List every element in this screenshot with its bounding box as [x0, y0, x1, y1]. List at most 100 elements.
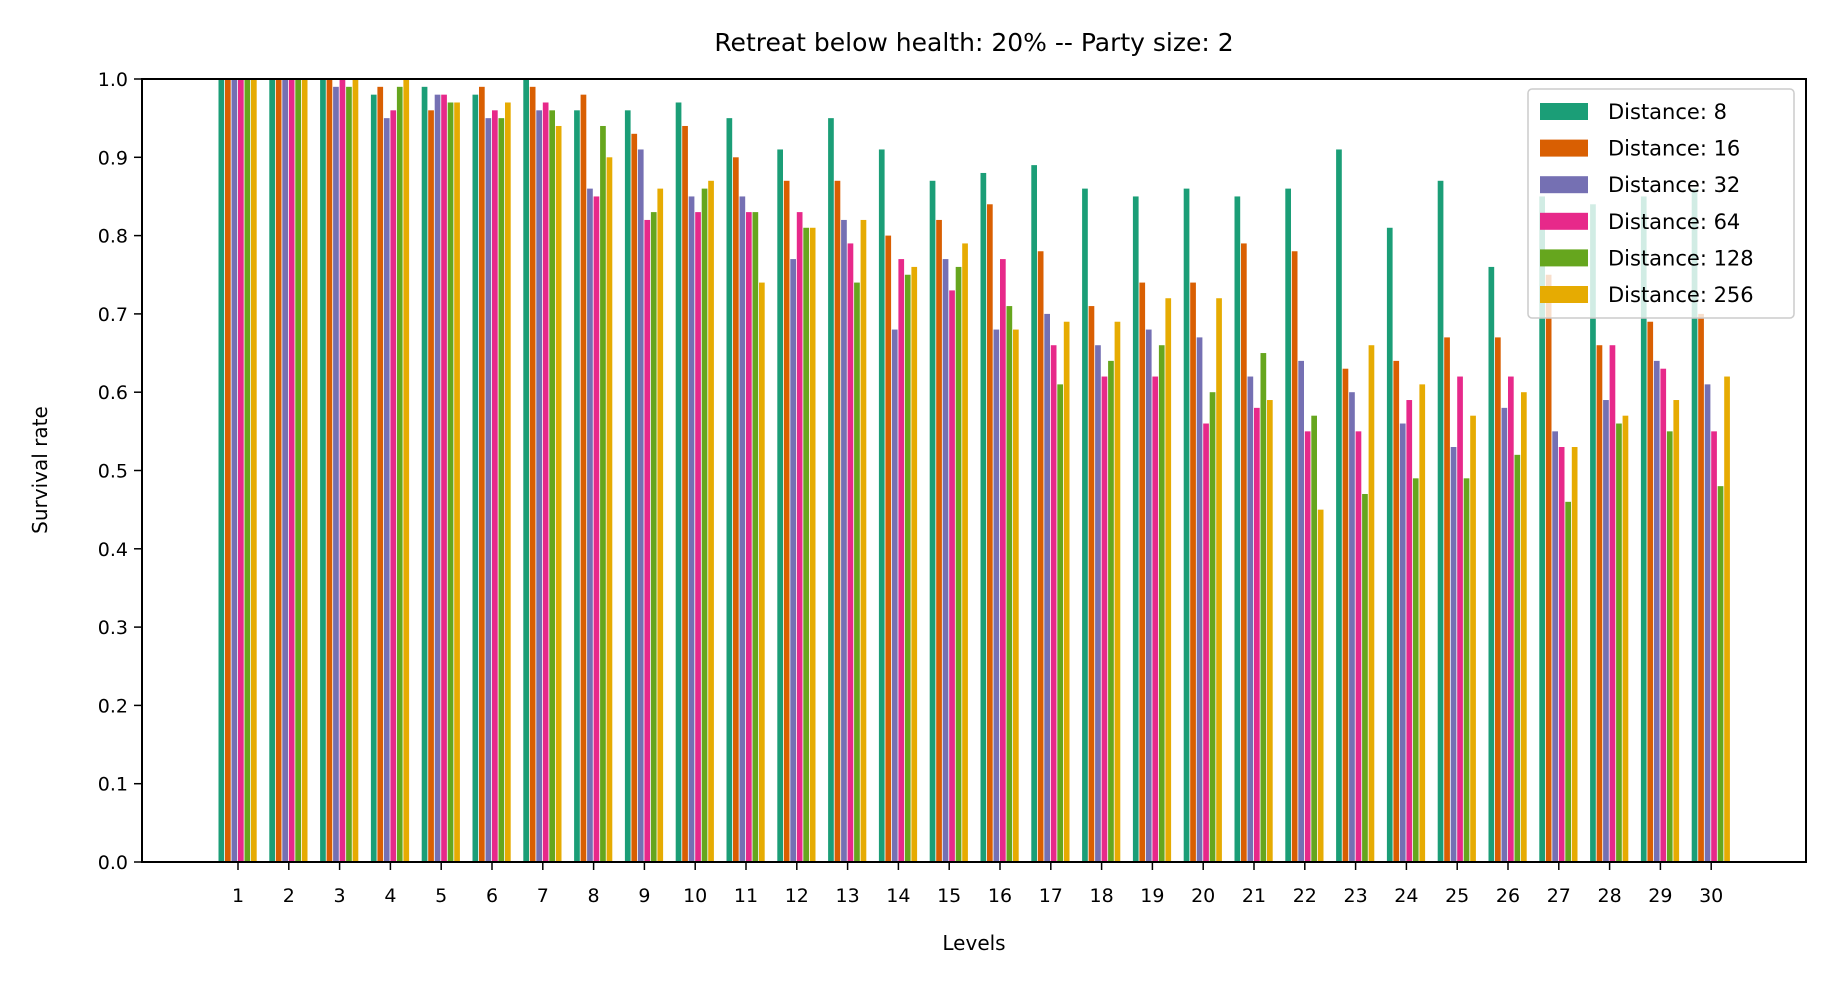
bar-9-series-2 [631, 133, 638, 862]
bar-22-series-4 [1304, 431, 1311, 862]
bar-18-series-2 [1088, 306, 1095, 862]
bar-4-series-6 [403, 79, 410, 862]
x-tick-label: 11 [734, 885, 758, 907]
bar-10-series-5 [701, 188, 708, 862]
bar-13-series-4 [847, 243, 854, 862]
bar-19-series-5 [1158, 345, 1165, 863]
bar-30-series-3 [1704, 384, 1711, 862]
x-tick-label: 28 [1598, 885, 1622, 907]
bar-9-series-5 [650, 212, 657, 863]
bar-30-series-2 [1698, 313, 1704, 862]
bar-20-series-6 [1216, 298, 1222, 862]
bar-11-series-5 [752, 212, 759, 863]
bar-14-series-4 [898, 259, 905, 863]
legend-swatch [1540, 286, 1588, 303]
bar-2-series-1 [269, 79, 275, 862]
bar-25-series-5 [1463, 478, 1470, 862]
bar-24-series-4 [1406, 400, 1413, 862]
bar-1-series-5 [244, 79, 251, 862]
bar-9-series-1 [624, 110, 631, 862]
bar-13-series-2 [834, 180, 841, 863]
bar-29-series-2 [1647, 321, 1654, 863]
bar-14-series-6 [911, 266, 918, 862]
bar-7-series-4 [542, 102, 549, 863]
bar-20-series-4 [1203, 423, 1209, 862]
bar-7-series-1 [523, 79, 529, 862]
x-tick-label: 6 [486, 885, 498, 907]
x-tick-label: 3 [334, 885, 346, 907]
bar-22-series-6 [1317, 509, 1324, 862]
bar-17-series-2 [1037, 251, 1044, 862]
bar-26-series-1 [1488, 266, 1495, 862]
bar-23-series-3 [1349, 392, 1355, 862]
legend-swatch [1540, 212, 1588, 230]
bar-30-series-1 [1691, 188, 1698, 862]
bar-17-series-5 [1057, 384, 1063, 862]
bar-22-series-1 [1285, 188, 1291, 862]
y-axis-label: Survival rate [28, 406, 52, 534]
y-tick-label: 0.2 [98, 695, 128, 717]
bar-26-series-6 [1521, 392, 1527, 862]
legend-box [1527, 88, 1795, 319]
legend: Distance: 8 Distance: 16 Distance: 32 Dista… [1527, 88, 1795, 319]
x-tick-label: 7 [537, 885, 549, 907]
bar-24-series-2 [1393, 360, 1400, 862]
bar-25-series-6 [1470, 415, 1476, 862]
bar-27-series-4 [1558, 447, 1565, 862]
bar-6-series-5 [498, 118, 505, 862]
legend-swatch [1540, 103, 1588, 120]
bars-layer [218, 79, 1730, 863]
x-tick-label: 14 [886, 885, 910, 907]
x-tick-label: 24 [1394, 885, 1418, 907]
bar-20-series-5 [1209, 392, 1216, 862]
bar-22-series-2 [1291, 251, 1298, 862]
bar-21-series-3 [1247, 376, 1254, 862]
axes-layer: 0.00.10.20.30.40.50.60.70.80.91.01 2 3 4 5 6 7… [98, 69, 1807, 907]
bar-28-series-2 [1596, 345, 1603, 863]
bar-22-series-5 [1311, 415, 1317, 862]
bar-14-series-5 [904, 274, 911, 862]
x-tick-label: 15 [937, 885, 961, 907]
bar-27-series-3 [1552, 431, 1558, 862]
legend-label: Distance: 16 [1608, 137, 1740, 161]
y-tick-label: 0.9 [98, 147, 128, 169]
bar-1-series-2 [225, 79, 231, 862]
x-tick-label: 22 [1293, 885, 1317, 907]
bar-18-series-1 [1082, 188, 1088, 862]
bar-28-series-4 [1609, 345, 1616, 863]
bar-5-series-6 [454, 102, 460, 863]
bar-16-series-4 [1000, 259, 1006, 863]
bar-21-series-2 [1241, 243, 1247, 862]
bar-6-series-6 [505, 102, 511, 863]
chart-title: Retreat below health: 20% -- Party size:… [714, 28, 1233, 57]
x-tick-label: 25 [1445, 885, 1469, 907]
bar-14-series-1 [878, 149, 885, 863]
x-tick-label: 4 [384, 885, 396, 907]
bar-14-series-3 [891, 329, 898, 862]
bar-8-series-2 [580, 94, 587, 862]
y-tick-label: 0.3 [98, 617, 128, 639]
bar-10-series-6 [708, 180, 714, 863]
bar-26-series-3 [1501, 407, 1508, 862]
bar-7-series-5 [549, 110, 555, 862]
bar-5-series-5 [447, 102, 454, 863]
x-tick-label: 29 [1648, 885, 1672, 907]
legend-label: Distance: 256 [1608, 283, 1754, 307]
bar-11-series-4 [746, 212, 752, 863]
x-tick-label: 8 [588, 885, 600, 907]
bar-24-series-3 [1399, 423, 1406, 862]
bar-1-series-1 [218, 79, 225, 862]
bar-16-series-6 [1013, 329, 1019, 862]
bar-4-series-5 [396, 86, 403, 862]
bar-8-series-6 [606, 157, 613, 863]
y-tick-label: 0.4 [98, 539, 128, 561]
x-tick-label: 1 [232, 885, 244, 907]
bar-22-series-3 [1298, 360, 1304, 862]
bar-12-series-5 [803, 227, 809, 862]
bar-10-series-3 [688, 196, 695, 862]
bar-15-series-1 [929, 180, 936, 863]
bar-17-series-6 [1063, 321, 1070, 863]
bar-18-series-3 [1095, 345, 1101, 863]
y-tick-label: 1.0 [98, 69, 128, 91]
bar-18-series-5 [1108, 360, 1114, 862]
